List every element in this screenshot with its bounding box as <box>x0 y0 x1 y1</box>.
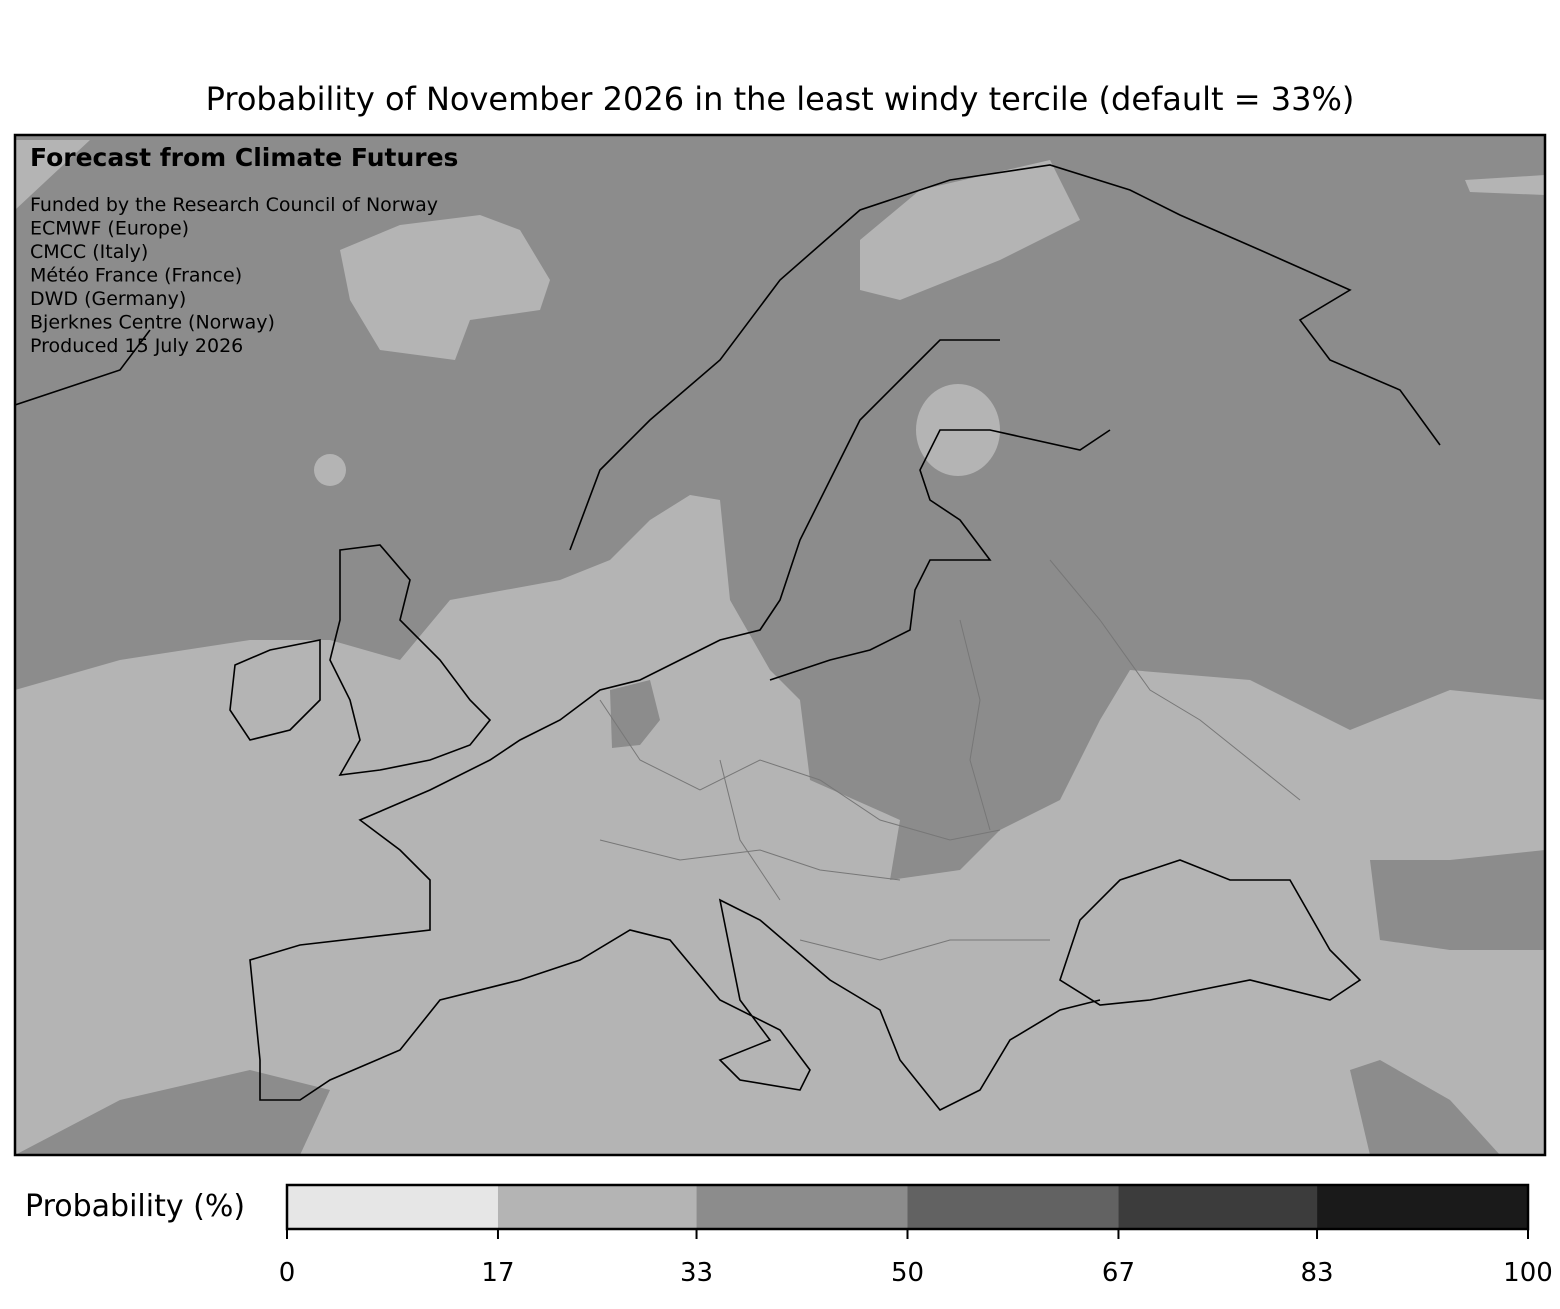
coastline <box>569 164 1441 551</box>
map <box>15 135 1545 1155</box>
tick-label: 100 <box>1503 1258 1553 1288</box>
title: Probability of November 2026 in the leas… <box>206 80 1355 118</box>
annotation-lines: Funded by the Research Council of Norway… <box>30 194 438 357</box>
tick-label: 50 <box>891 1258 924 1288</box>
colorbar-label: Probability (%) <box>25 1189 245 1224</box>
colorbar-segment <box>287 1185 498 1229</box>
probability-area <box>610 680 660 748</box>
colorbar-segment <box>497 1185 697 1229</box>
map-frame <box>13 133 1547 1157</box>
probability-area <box>340 215 550 360</box>
tick-label: 67 <box>1102 1258 1135 1288</box>
tick-label: 17 <box>481 1258 514 1288</box>
probability-area <box>314 454 346 486</box>
coastline <box>769 429 1111 681</box>
probability-area <box>1465 175 1545 195</box>
tick-label: 83 <box>1300 1258 1333 1288</box>
annotation-line: DWD (Germany) <box>30 288 186 310</box>
probability-area <box>860 160 1080 300</box>
colorbar-segment <box>1118 1185 1318 1229</box>
probability-area <box>15 495 1545 1155</box>
annotation-line: Météo France (France) <box>30 265 242 287</box>
coastline <box>1059 859 1362 1006</box>
colorbar: 0 17 33 50 67 83 100 <box>279 1183 1553 1288</box>
country-border <box>599 559 1301 961</box>
coastline <box>329 544 492 776</box>
coastline <box>15 329 151 406</box>
annotation-line: Funded by the Research Council of Norway <box>30 194 438 216</box>
annotation-line: Bjerknes Centre (Norway) <box>30 312 275 334</box>
tick-label: 0 <box>279 1258 296 1288</box>
annotation-line: CMCC (Italy) <box>30 241 148 263</box>
colorbar-segment <box>1317 1185 1528 1229</box>
tick-label: 33 <box>680 1258 713 1288</box>
coastline <box>249 339 1101 1112</box>
probability-area <box>15 140 90 210</box>
annotation-line: Produced 15 July 2026 <box>30 335 243 357</box>
annotation-line: ECMWF (Europe) <box>30 218 189 240</box>
coastline <box>229 639 321 741</box>
colorbar-segment <box>907 1185 1119 1229</box>
colorbar-segment <box>696 1185 908 1229</box>
annotation-heading: Forecast from Climate Futures <box>30 143 458 172</box>
